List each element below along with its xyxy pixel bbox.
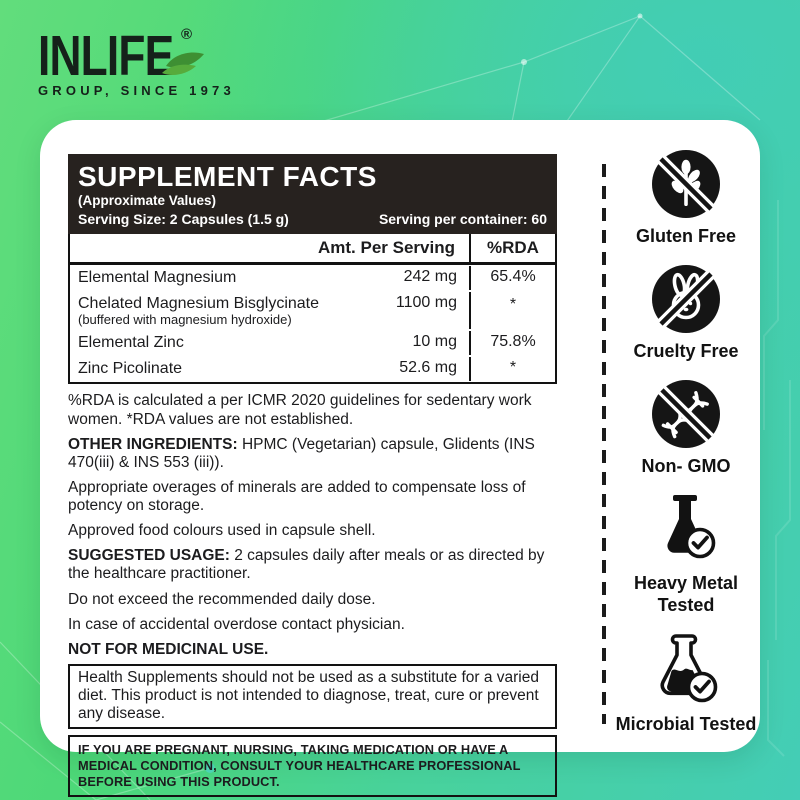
badge-label: Microbial Tested [615,713,757,734]
cruelty-free-icon [651,264,720,333]
badge-label: Heavy Metal Tested [633,572,739,615]
ingredient-name: Zinc Picolinate [78,360,183,378]
badge-label: Gluten Free [635,226,737,246]
ingredient-rda: * [469,292,555,330]
amount-column-header: Amt. Per Serving [318,238,455,258]
other-ingredients-label: OTHER INGREDIENTS: [68,435,238,453]
table-row: Chelated Magnesium Bisglycinate (buffere… [70,291,555,330]
rda-footnote: %RDA is calculated a per ICMR 2020 guide… [68,392,532,428]
table-row: Zinc Picolinate 52.6 mg * [70,356,555,382]
other-ingredients: OTHER INGREDIENTS: HPMC (Vegetarian) cap… [68,435,535,471]
supplement-facts-header: SUPPLEMENT FACTS (Approximate Values) Se… [68,154,557,235]
servings-per-container: Serving per container: 60 [378,211,547,228]
microbial-tested-icon [660,633,718,703]
brand-wordmark: INLIFE [38,24,174,88]
table-header-row: Amt. Per Serving %RDA [70,234,555,266]
brand-tagline: GROUP, SINCE 1973 [38,83,235,98]
non-gmo-icon [651,379,720,448]
badge-label: Non- GMO [641,455,731,476]
badge-heavy-metal-tested: Heavy Metal Tested [612,491,760,617]
panel-title: SUPPLEMENT FACTS [78,161,377,192]
ingredient-amount: 10 mg [412,333,457,351]
do-not-exceed-note: Do not exceed the recommended daily dose… [68,590,376,608]
overdose-note: In case of accidental overdose contact p… [68,615,405,633]
ingredient-rda: 75.8% [469,331,555,356]
label-card: SUPPLEMENT FACTS (Approximate Values) Se… [40,120,760,798]
not-medicinal-note: NOT FOR MEDICINAL USE. [68,640,269,658]
registered-trademark: ® [181,26,193,43]
table-row: Elemental Magnesium 242 mg 65.4% [70,265,555,291]
colours-note: Approved food colours used in capsule sh… [68,522,376,540]
ingredient-amount: 1100 mg [395,294,457,312]
supplement-facts-table: Amt. Per Serving %RDA Elemental Magnesiu… [68,234,557,385]
leaf-icon [162,52,204,75]
panel-subtitle: (Approximate Values) [78,193,217,209]
suggested-usage-label: SUGGESTED USAGE: [68,547,230,565]
badge-cruelty-free: Cruelty Free [633,261,739,363]
overages-note: Appropriate overages of minerals are add… [68,478,526,515]
gluten-free-icon [652,150,720,218]
ingredient-rda: 65.4% [469,266,555,291]
certification-badges: Gluten Free Cruelty Free [612,146,760,749]
table-row: Elemental Zinc 10 mg 75.8% [70,330,555,356]
badge-gluten-free: Gluten Free [636,146,736,248]
serving-size: Serving Size: 2 Capsules (1.5 g) [78,211,289,228]
ingredient-name: Elemental Magnesium [78,269,237,287]
ingredient-amount: 52.6 mg [399,359,457,377]
ingredient-rda: * [469,357,555,382]
dashed-divider [602,164,606,724]
disclaimer-box: Health Supplements should not be used as… [68,663,557,730]
heavy-metal-tested-icon [667,494,716,559]
suggested-usage: SUGGESTED USAGE: 2 capsules daily after … [68,547,545,583]
badge-non-gmo: Non- GMO [641,376,731,478]
ingredient-name: Elemental Zinc [78,334,184,352]
ingredient-name: Chelated Magnesium Bisglycinate [78,295,320,313]
supplement-facts-panel: SUPPLEMENT FACTS (Approximate Values) Se… [68,154,557,798]
pregnancy-warning-box: IF YOU ARE PREGNANT, NURSING, TAKING MED… [68,735,557,798]
brand-logo: INLIFE ® GROUP, SINCE 1973 [38,24,235,98]
rda-column-header: %RDA [469,234,555,263]
badge-label: Cruelty Free [633,340,739,361]
badge-microbial-tested: Microbial Tested [615,630,757,736]
ingredient-amount: 242 mg [403,268,457,286]
ingredient-note: (buffered with magnesium hydroxide) [78,312,292,328]
